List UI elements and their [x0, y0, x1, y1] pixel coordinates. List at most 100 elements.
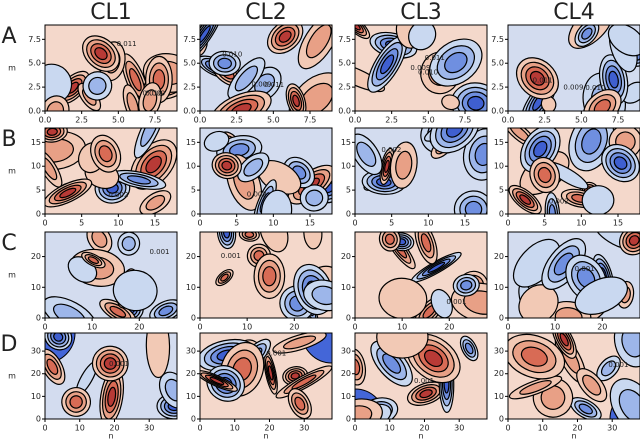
contour	[200, 25, 211, 44]
contour-field	[508, 128, 640, 214]
x-tick-label: 2.5	[230, 116, 243, 125]
y-tick-label: 0	[346, 210, 351, 219]
x-tick-label: 2.5	[538, 116, 551, 125]
contour	[129, 68, 142, 92]
contour	[230, 102, 252, 111]
x-tick-label: 0	[352, 219, 357, 228]
contour	[145, 155, 162, 174]
contour	[222, 232, 231, 239]
y-tick-label: 0	[36, 314, 41, 323]
x-tick-label: 10	[385, 424, 395, 433]
panel-frame	[507, 332, 640, 420]
x-tick-label: 10	[268, 219, 278, 228]
column-title: CL3	[400, 0, 442, 25]
x-tick-label: 10	[75, 424, 85, 433]
contour-label: 0.001	[446, 298, 466, 306]
contour	[430, 288, 453, 318]
x-tick-label: 0	[505, 323, 510, 332]
contour	[600, 360, 617, 377]
y-tick-label: 0	[499, 314, 504, 323]
contour-label: 0.009	[145, 89, 165, 97]
contour	[376, 333, 429, 359]
contour	[98, 145, 113, 163]
y-tick-label: 10	[341, 283, 351, 292]
y-tick-label: 20	[494, 369, 504, 378]
contour	[262, 266, 277, 287]
x-tick-label: 20	[134, 323, 144, 332]
y-tick-label: 5.0	[28, 59, 41, 68]
x-tick-label: 10	[113, 219, 123, 228]
y-tick-label: 10	[186, 283, 196, 292]
contour-field	[355, 232, 487, 318]
contour-label: 0.010	[142, 89, 162, 97]
panel-frame	[44, 332, 178, 420]
contour	[529, 70, 546, 86]
x-tick-label: 10	[230, 424, 240, 433]
contour	[126, 92, 139, 111]
contour	[142, 89, 158, 111]
panel-frame	[354, 332, 488, 420]
panel-frame	[199, 24, 333, 112]
x-tick-label: 5.0	[422, 116, 435, 125]
y-tick-label: 0.0	[338, 107, 351, 116]
contour-label: 0.001	[608, 361, 628, 369]
contour	[158, 305, 174, 317]
contour	[382, 353, 402, 374]
contour	[533, 140, 548, 158]
contour	[408, 25, 437, 51]
x-tick-label: 0	[505, 424, 510, 433]
contour-field	[355, 128, 487, 214]
contour	[294, 396, 306, 411]
contour	[53, 303, 87, 318]
contour	[537, 166, 552, 184]
contour	[112, 269, 158, 312]
contour	[94, 47, 108, 61]
contour	[88, 76, 107, 95]
contour-label: 0.009	[252, 81, 272, 89]
x-tick-label: 5	[234, 219, 239, 228]
x-tick-label: 5.0	[575, 116, 588, 125]
contour	[420, 233, 432, 253]
x-tick-label: 20	[597, 323, 607, 332]
contour	[395, 150, 413, 180]
x-tick-label: 0.0	[349, 116, 362, 125]
contour-field	[45, 25, 177, 111]
y-tick-label: 5.0	[183, 59, 196, 68]
y-axis-label: m	[8, 372, 16, 381]
contour	[581, 27, 593, 40]
contour	[282, 335, 317, 350]
x-tick-label: 2.5	[75, 116, 88, 125]
x-tick-label: 7.5	[459, 116, 472, 125]
contour	[87, 256, 99, 265]
contour	[221, 160, 233, 171]
contour	[355, 25, 361, 31]
contour-field	[45, 232, 177, 318]
x-tick-label: 20	[264, 424, 274, 433]
contour	[267, 365, 274, 381]
contour	[59, 187, 77, 199]
y-tick-label: 15	[494, 138, 504, 147]
y-tick-label: 0.0	[491, 107, 504, 116]
x-tick-label: 10	[423, 219, 433, 228]
y-axis-label: m	[8, 64, 16, 73]
y-tick-label: 20	[341, 369, 351, 378]
y-tick-label: 0	[346, 314, 351, 323]
y-tick-label: 20	[494, 252, 504, 261]
contour	[474, 142, 487, 167]
contour	[445, 128, 464, 138]
y-tick-label: 5	[346, 186, 351, 195]
contour	[292, 94, 300, 108]
x-tick-label: 0	[197, 424, 202, 433]
contour	[463, 290, 487, 315]
panel-frame	[44, 127, 178, 215]
x-tick-label: 0.0	[502, 116, 515, 125]
x-tick-label: 20	[109, 424, 119, 433]
y-tick-label: 7.5	[491, 35, 504, 44]
contour	[278, 30, 292, 43]
column-title: CL4	[553, 0, 595, 25]
contour-label: 0.002	[247, 191, 267, 199]
contour	[419, 389, 433, 399]
y-tick-label: 7.5	[28, 35, 41, 44]
x-tick-label: 0	[197, 323, 202, 332]
contour	[581, 185, 615, 214]
